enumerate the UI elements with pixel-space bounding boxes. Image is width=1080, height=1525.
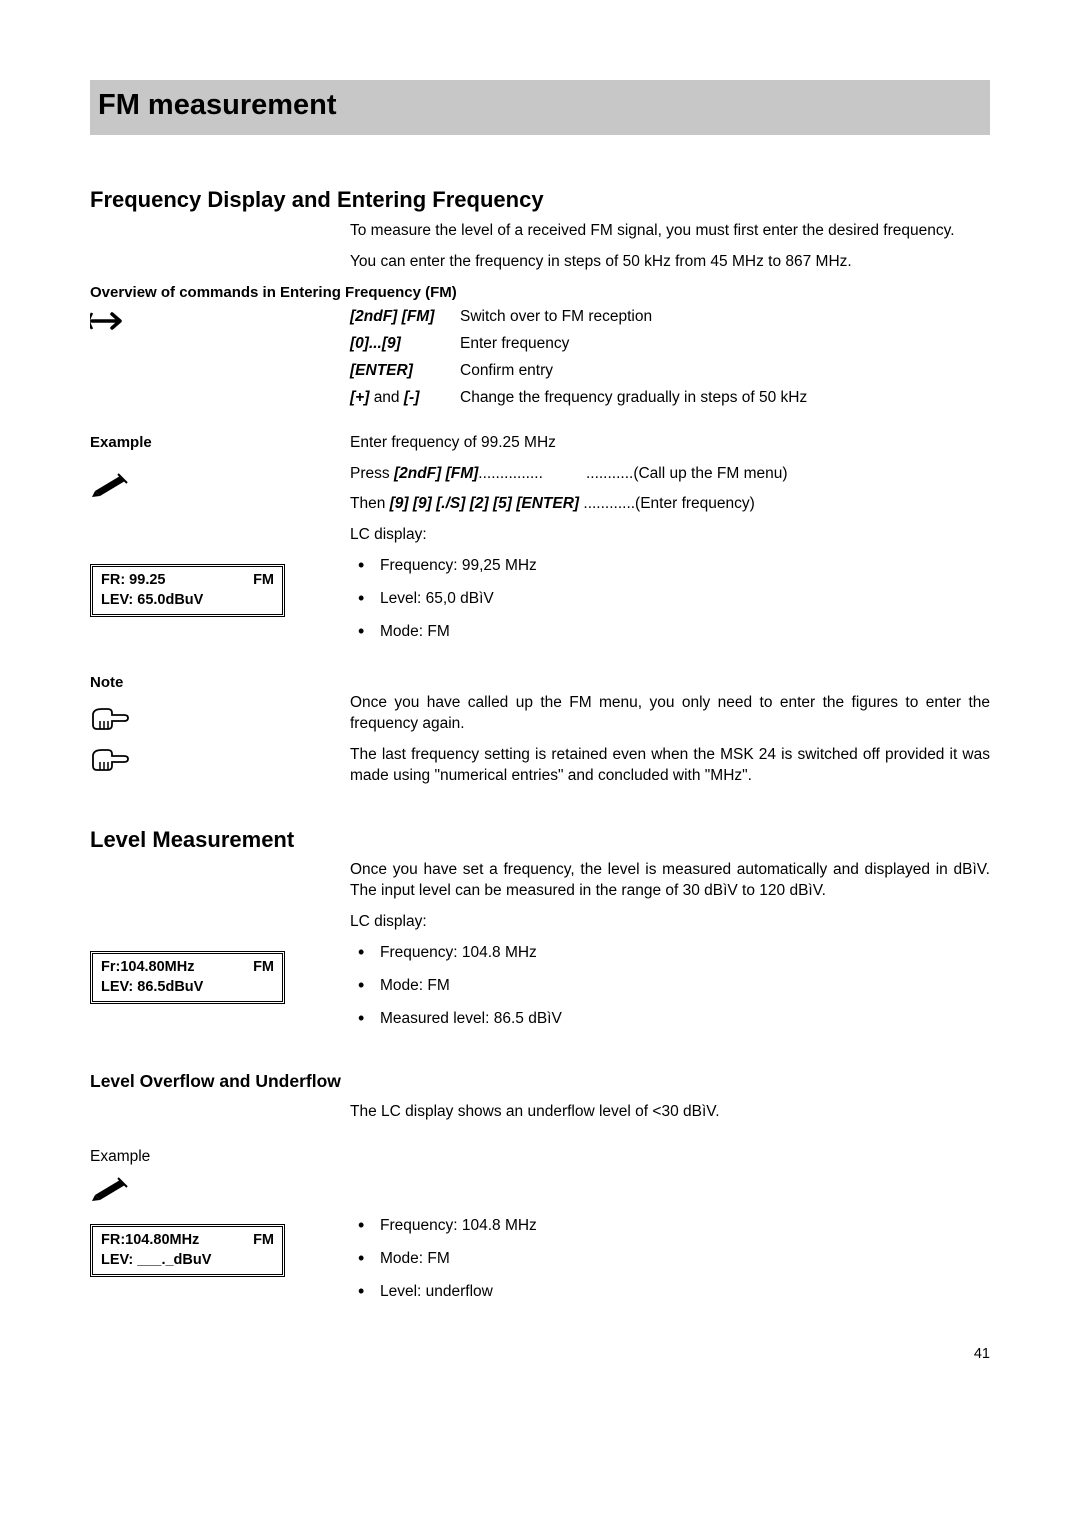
command-row: [2ndF] [FM] Switch over to FM reception (350, 307, 990, 328)
command-key: [2ndF] [FM] (350, 307, 460, 328)
command-desc: Enter frequency (460, 334, 990, 355)
page-number: 41 (90, 1345, 990, 1365)
note-label: Note (90, 673, 350, 693)
note-2: The last frequency setting is retained e… (350, 745, 990, 787)
list-item: Mode: FM (350, 976, 990, 997)
lcd-display-1: FR: 99.25FM LEV: 65.0dBuV (90, 564, 285, 617)
example-line-1: Press [2ndF] [FM]............... .......… (350, 464, 990, 485)
lcd-display-2: Fr:104.80MHzFM LEV: 86.5dBuV (90, 951, 285, 1004)
list-item: Mode: FM (350, 1249, 990, 1270)
example-line-2: Then [9] [9] [./S] [2] [5] [ENTER] .....… (350, 494, 990, 515)
section-heading-level: Level Measurement (90, 825, 990, 855)
command-row: [0]...[9] Enter frequency (350, 334, 990, 355)
intro-1: To measure the level of a received FM si… (350, 221, 990, 242)
lc-display-label: LC display: (350, 525, 990, 546)
example-intro: Enter frequency of 99.25 MHz (350, 433, 990, 454)
list-item: Frequency: 104.8 MHz (350, 943, 990, 964)
example-label: Example (90, 433, 350, 453)
list-item: Level: underflow (350, 1282, 990, 1303)
underflow-intro: The LC display shows an underflow level … (350, 1102, 990, 1123)
list-item: Measured level: 86.5 dBìV (350, 1009, 990, 1030)
command-row: [ENTER] Confirm entry (350, 361, 990, 382)
arrow-right-icon (90, 309, 350, 340)
command-desc: Confirm entry (460, 361, 990, 382)
command-row: [+] and [-] Change the frequency gradual… (350, 388, 990, 409)
command-key: [+] and [-] (350, 388, 460, 409)
section-heading-frequency: Frequency Display and Entering Frequency (90, 185, 990, 215)
page-title: FM measurement (98, 89, 337, 121)
lcd-display-3: FR:104.80MHzFM LEV: ___._dBuV (90, 1224, 285, 1277)
list-item: Level: 65,0 dBìV (350, 589, 990, 610)
bullet-list-2: Frequency: 104.8 MHz Mode: FM Measured l… (350, 943, 990, 1030)
page-title-bar: FM measurement (90, 80, 990, 135)
level-intro: Once you have set a frequency, the level… (350, 860, 990, 902)
list-item: Mode: FM (350, 622, 990, 643)
command-table: [2ndF] [FM] Switch over to FM reception … (350, 307, 990, 409)
pencil-icon (90, 1175, 990, 1208)
intro-2: You can enter the frequency in steps of … (350, 252, 990, 273)
bullet-list-1: Frequency: 99,25 MHz Level: 65,0 dBìV Mo… (350, 556, 990, 643)
command-key: [0]...[9] (350, 334, 460, 355)
overview-label: Overview of commands in Entering Frequen… (90, 283, 990, 303)
pointing-hand-icon (90, 748, 350, 779)
subsection-heading-overflow: Level Overflow and Underflow (90, 1070, 990, 1094)
command-desc: Change the frequency gradually in steps … (460, 388, 990, 409)
lc-display-label-2: LC display: (350, 912, 990, 933)
example-label-2: Example (90, 1147, 990, 1168)
list-item: Frequency: 99,25 MHz (350, 556, 990, 577)
bullet-list-3: Frequency: 104.8 MHz Mode: FM Level: und… (350, 1216, 990, 1303)
command-desc: Switch over to FM reception (460, 307, 990, 328)
note-1: Once you have called up the FM menu, you… (350, 693, 990, 735)
pencil-icon (90, 471, 350, 504)
list-item: Frequency: 104.8 MHz (350, 1216, 990, 1237)
pointing-hand-icon (90, 707, 350, 738)
command-key: [ENTER] (350, 361, 460, 382)
